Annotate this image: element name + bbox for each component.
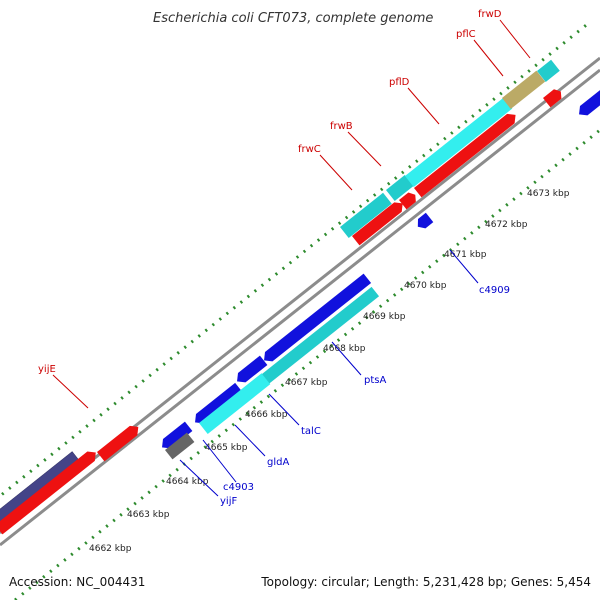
gene-block-cyan-ptsA [262,286,380,384]
gene-arrow-blue-talC [237,355,268,383]
gene-label-yijE: yijE [38,364,89,409]
forward-strand-genes [0,59,562,535]
gene-block-cyan-pflD [405,97,513,187]
gene-label-frwC: frwC [298,144,353,191]
gene-label-text: talC [301,426,321,437]
gene-block-gray-yijF [165,432,195,460]
gene-label-text: frwB [330,121,353,132]
gene-arrow-red [414,113,516,198]
tick-label-4669: 4669 kbp [363,312,406,322]
tick-label-4670: 4670 kbp [404,281,447,291]
gene-label-pflD: pflD [389,77,440,125]
gene-label-talC: talC [268,393,321,437]
gene-label-text: frwC [298,144,321,155]
tick-label-4672: 4672 kbp [485,220,528,230]
gene-label-c4909: c4909 [449,249,510,296]
gene-label-text: c4903 [223,482,254,493]
gene-block-cyan-gldA [199,373,271,434]
tick-label-4668: 4668 kbp [323,344,366,354]
tick-label-4665: 4665 kbp [205,443,248,453]
gene-arrow-blue-ptsA [264,273,372,362]
tick-label-4663: 4663 kbp [127,510,170,520]
gene-arrow-red [0,451,96,535]
gene-label-yijF: yijF [179,459,237,507]
gene-label-frwB: frwB [330,121,382,167]
tick-label-4664: 4664 kbp [166,477,209,487]
footer-summary: Topology: circular; Length: 5,231,428 bp… [260,575,591,589]
gene-label-text: frwD [478,9,502,20]
tick-label-4666: 4666 kbp [245,410,288,420]
gene-label-text: ptsA [364,375,386,386]
gene-label-frwD: frwD [478,9,531,59]
bottom-gene-labels: yijF c4903 gldA talC ptsA c4909 [179,249,510,507]
gene-arrow-blue [162,421,193,449]
gene-arrow-red [97,425,139,462]
gene-block-cyan-frwD [537,59,560,82]
gene-arrow-red [543,89,562,108]
gene-label-pflC: pflC [456,29,504,77]
gene-label-gldA: gldA [234,424,289,468]
map-title: Escherichia coli CFT073, complete genome [153,11,433,26]
gene-block-olive-pflC [501,70,546,109]
gene-block-cyan-frwC [340,192,392,238]
tick-label-4671: 4671 kbp [444,250,487,260]
tick-label-4662: 4662 kbp [89,544,132,554]
gene-label-text: pflC [456,29,476,40]
gene-block-cyan-frwB [386,175,414,201]
gene-arrow-red [399,192,416,210]
gene-arrow-blue-c4903 [195,382,243,424]
gc-track-upper [0,20,591,498]
reverse-strand-genes [162,87,600,460]
gene-label-ptsA: ptsA [331,341,386,386]
top-gene-labels: yijE frwC frwB pflD pflC frwD [38,9,531,409]
footer-accession: Accession: NC_004431 [9,575,145,589]
tick-label-4673: 4673 kbp [527,189,570,199]
gene-arrow-red [352,202,403,246]
gene-label-text: c4909 [479,285,510,296]
gene-arrow-blue-c4909 [417,212,434,229]
gene-label-text: pflD [389,77,410,88]
backbone-strand-lower [0,68,600,547]
scale-ticks: 4662 kbp 4663 kbp 4664 kbp 4665 kbp 4666… [89,189,570,554]
gene-label-c4903: c4903 [202,439,254,493]
gene-arrow-blue [579,87,600,116]
gene-label-text: gldA [267,457,289,468]
gene-label-text: yijE [38,364,56,375]
gene-label-text: yijF [220,496,237,507]
tick-label-4667: 4667 kbp [285,378,328,388]
